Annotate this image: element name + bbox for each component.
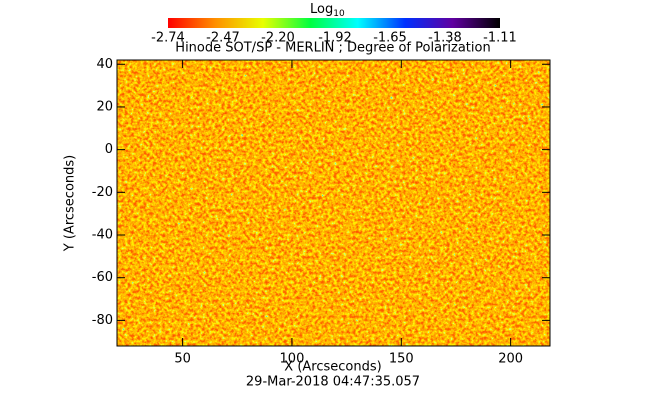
solar-image (117, 60, 550, 346)
y-tick-label: 40 (96, 57, 113, 72)
colorbar-tick-label: -2.20 (261, 31, 295, 46)
colorbar-tick-label: -1.11 (483, 31, 517, 46)
y-axis-label: Y (Arcseconds) (63, 155, 78, 252)
x-tick-label: 150 (389, 352, 414, 367)
colorbar-tick-label: -2.74 (151, 31, 185, 46)
colorbar-tick-label: -1.92 (318, 31, 352, 46)
x-axis-label: X (Arcseconds) (284, 360, 381, 375)
y-tick-label: -40 (92, 228, 113, 243)
colorbar-tick-label: -2.47 (206, 31, 240, 46)
chart-title: Hinode SOT/SP - MERLIN ; Degree of Polar… (175, 41, 490, 56)
plot-frame (116, 59, 551, 347)
colorbar-tick-label: -1.38 (428, 31, 462, 46)
y-tick-label: 0 (105, 142, 113, 157)
colorbar-tick-label: -1.65 (373, 31, 407, 46)
footer: 29-Mar-2018 04:47:35.057 (246, 375, 420, 390)
y-tick-label: 20 (96, 99, 113, 114)
colorbar (168, 18, 500, 28)
colorbar-label: Log10 (310, 2, 345, 19)
y-tick-label: -60 (92, 270, 113, 285)
x-tick-label: 100 (280, 352, 305, 367)
x-tick-label: 50 (174, 352, 191, 367)
x-tick-label: 200 (498, 352, 523, 367)
y-tick-label: -80 (92, 313, 113, 328)
y-tick-label: -20 (92, 185, 113, 200)
